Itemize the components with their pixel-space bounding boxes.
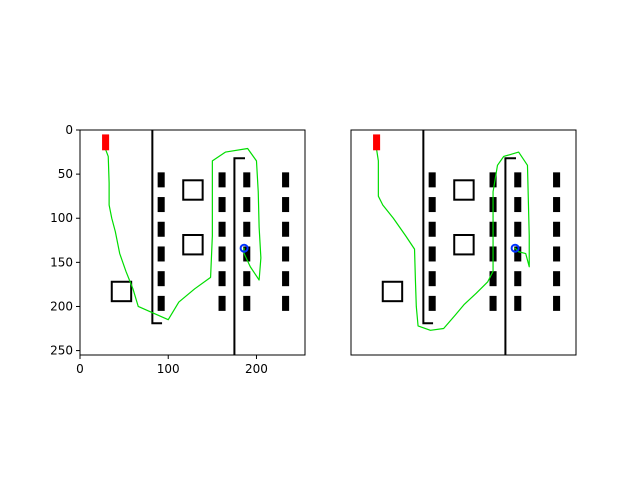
obstacle-block — [428, 221, 436, 237]
obstacle-box — [182, 234, 204, 256]
obstacle-block — [489, 271, 497, 287]
right-map-panel — [350, 129, 577, 356]
obstacle-block — [243, 221, 251, 237]
y-tick-label: 150 — [50, 255, 73, 269]
obstacle-block — [243, 246, 251, 262]
obstacle-block — [157, 221, 165, 237]
obstacle-block — [553, 246, 561, 262]
obstacle-block — [282, 246, 290, 262]
robot-path-line — [375, 148, 530, 331]
obstacle-box — [453, 179, 475, 201]
obstacle-block — [428, 246, 436, 262]
x-tick-label: 0 — [76, 362, 84, 376]
obstacle-block — [243, 295, 251, 311]
obstacle-block — [282, 295, 290, 311]
goal-marker — [510, 243, 520, 253]
obstacle-block — [514, 246, 522, 262]
start-marker — [373, 134, 381, 151]
obstacle-block — [218, 172, 226, 188]
obstacle-block — [157, 271, 165, 287]
obstacle-block — [553, 221, 561, 237]
obstacle-block — [218, 295, 226, 311]
map-background — [351, 130, 576, 355]
y-tick-label: 250 — [50, 344, 73, 358]
obstacle-block — [157, 197, 165, 213]
obstacle-block — [157, 172, 165, 188]
robot-path-line — [104, 147, 262, 321]
obstacle-block — [282, 221, 290, 237]
obstacle-block — [282, 172, 290, 188]
wall-line — [233, 157, 245, 355]
wall-line — [151, 130, 163, 325]
obstacle-block — [553, 271, 561, 287]
obstacle-block — [282, 271, 290, 287]
y-tick-label: 0 — [65, 123, 73, 137]
obstacle-block — [428, 172, 436, 188]
map-background — [80, 130, 305, 355]
obstacle-block — [218, 197, 226, 213]
axes-frame — [79, 129, 306, 356]
obstacle-block — [553, 295, 561, 311]
obstacle-block — [243, 197, 251, 213]
obstacle-block — [489, 172, 497, 188]
x-tick-label: 200 — [245, 362, 268, 376]
start-marker — [102, 134, 110, 151]
obstacle-box — [453, 234, 475, 256]
obstacle-box — [182, 179, 204, 201]
y-tick-label: 100 — [50, 211, 73, 225]
axes-frame — [350, 129, 577, 356]
goal-marker — [239, 243, 249, 253]
obstacle-block — [428, 197, 436, 213]
obstacle-block — [514, 172, 522, 188]
obstacle-block — [428, 271, 436, 287]
obstacle-box — [110, 280, 133, 303]
obstacle-block — [489, 295, 497, 311]
wall-line — [504, 157, 516, 355]
obstacle-block — [218, 246, 226, 262]
x-tick-label: 100 — [157, 362, 180, 376]
obstacle-block — [218, 271, 226, 287]
obstacle-block — [157, 246, 165, 262]
obstacle-box — [381, 280, 404, 303]
obstacle-block — [243, 172, 251, 188]
obstacle-block — [428, 295, 436, 311]
obstacle-block — [157, 295, 165, 311]
obstacle-block — [514, 271, 522, 287]
obstacle-block — [218, 221, 226, 237]
obstacle-block — [553, 172, 561, 188]
left-map-panel: 0 100 200 0 50 100 150 200 250 — [50, 123, 306, 376]
wall-line — [422, 130, 434, 325]
obstacle-block — [553, 197, 561, 213]
obstacle-block — [243, 271, 251, 287]
obstacle-block — [514, 221, 522, 237]
y-tick-label: 50 — [58, 167, 73, 181]
y-tick-label: 200 — [50, 299, 73, 313]
obstacle-block — [282, 197, 290, 213]
obstacle-block — [514, 295, 522, 311]
obstacle-block — [514, 197, 522, 213]
